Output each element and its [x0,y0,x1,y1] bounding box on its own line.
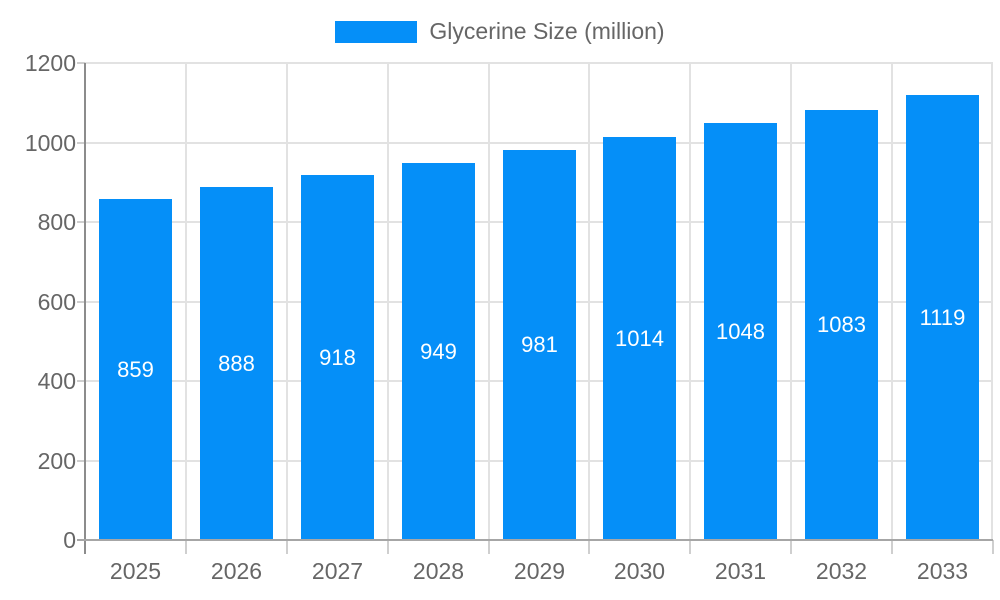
bar-2026[interactable] [200,187,273,540]
x-gridline [488,63,490,540]
bar-2029[interactable] [503,150,576,540]
bar-2030[interactable] [603,137,676,540]
legend-label: Glycerine Size (million) [429,18,665,44]
x-axis-tick [588,540,590,554]
x-axis-tick [185,540,187,554]
x-axis-tick [891,540,893,554]
y-axis-tick [77,459,85,462]
y-axis-tick [77,300,85,303]
x-axis-label-2030: 2030 [613,558,666,584]
legend-swatch-icon [335,20,418,43]
x-axis-tick [488,540,490,554]
y-axis-label: 1200 [24,50,76,76]
y-axis-tick [77,221,85,223]
y-axis-label: 0 [63,527,76,553]
x-gridline [991,63,993,540]
x-axis-tick [992,540,994,554]
x-axis-label-2026: 2026 [210,558,263,584]
bar-2028[interactable] [402,163,475,540]
x-axis-tick [689,540,691,554]
bar-2025[interactable] [99,199,172,540]
x-axis-label-2031: 2031 [714,558,767,584]
bar-2031[interactable] [704,123,777,540]
y-axis-label: 600 [37,288,76,315]
y-axis-line [84,63,86,554]
x-gridline [387,63,389,540]
x-axis-label-2032: 2032 [815,558,868,584]
x-gridline [689,63,691,540]
x-axis-label-2025: 2025 [109,558,162,584]
plot-area: 859 888 918 949 981 1014 1048 1083 1119 [85,62,993,540]
y-axis-tick [77,141,85,144]
x-axis-label-2028: 2028 [412,558,465,584]
x-gridline [185,63,187,540]
bar-2027[interactable] [301,175,374,540]
x-gridline [790,63,792,540]
x-axis-label-2029: 2029 [513,558,566,584]
x-gridline [588,63,590,540]
bar-2032[interactable] [805,110,878,540]
y-axis-tick [77,62,85,64]
x-axis-tick [286,540,288,554]
x-axis-label-2033: 2033 [916,558,969,584]
y-axis-label: 400 [37,368,76,394]
y-axis-tick [77,380,85,382]
y-axis-label: 1000 [24,129,76,156]
y-gridline [85,62,993,64]
x-axis-tick [387,540,389,554]
y-axis-label: 200 [37,447,76,474]
y-axis-label: 800 [37,209,76,235]
x-axis-label-2027: 2027 [311,558,364,584]
bar-2033[interactable] [906,95,979,540]
legend[interactable]: Glycerine Size (million) [0,18,1000,45]
x-axis-tick [790,540,792,554]
x-gridline [286,63,288,540]
x-axis-line [77,539,993,541]
x-gridline [891,63,893,540]
